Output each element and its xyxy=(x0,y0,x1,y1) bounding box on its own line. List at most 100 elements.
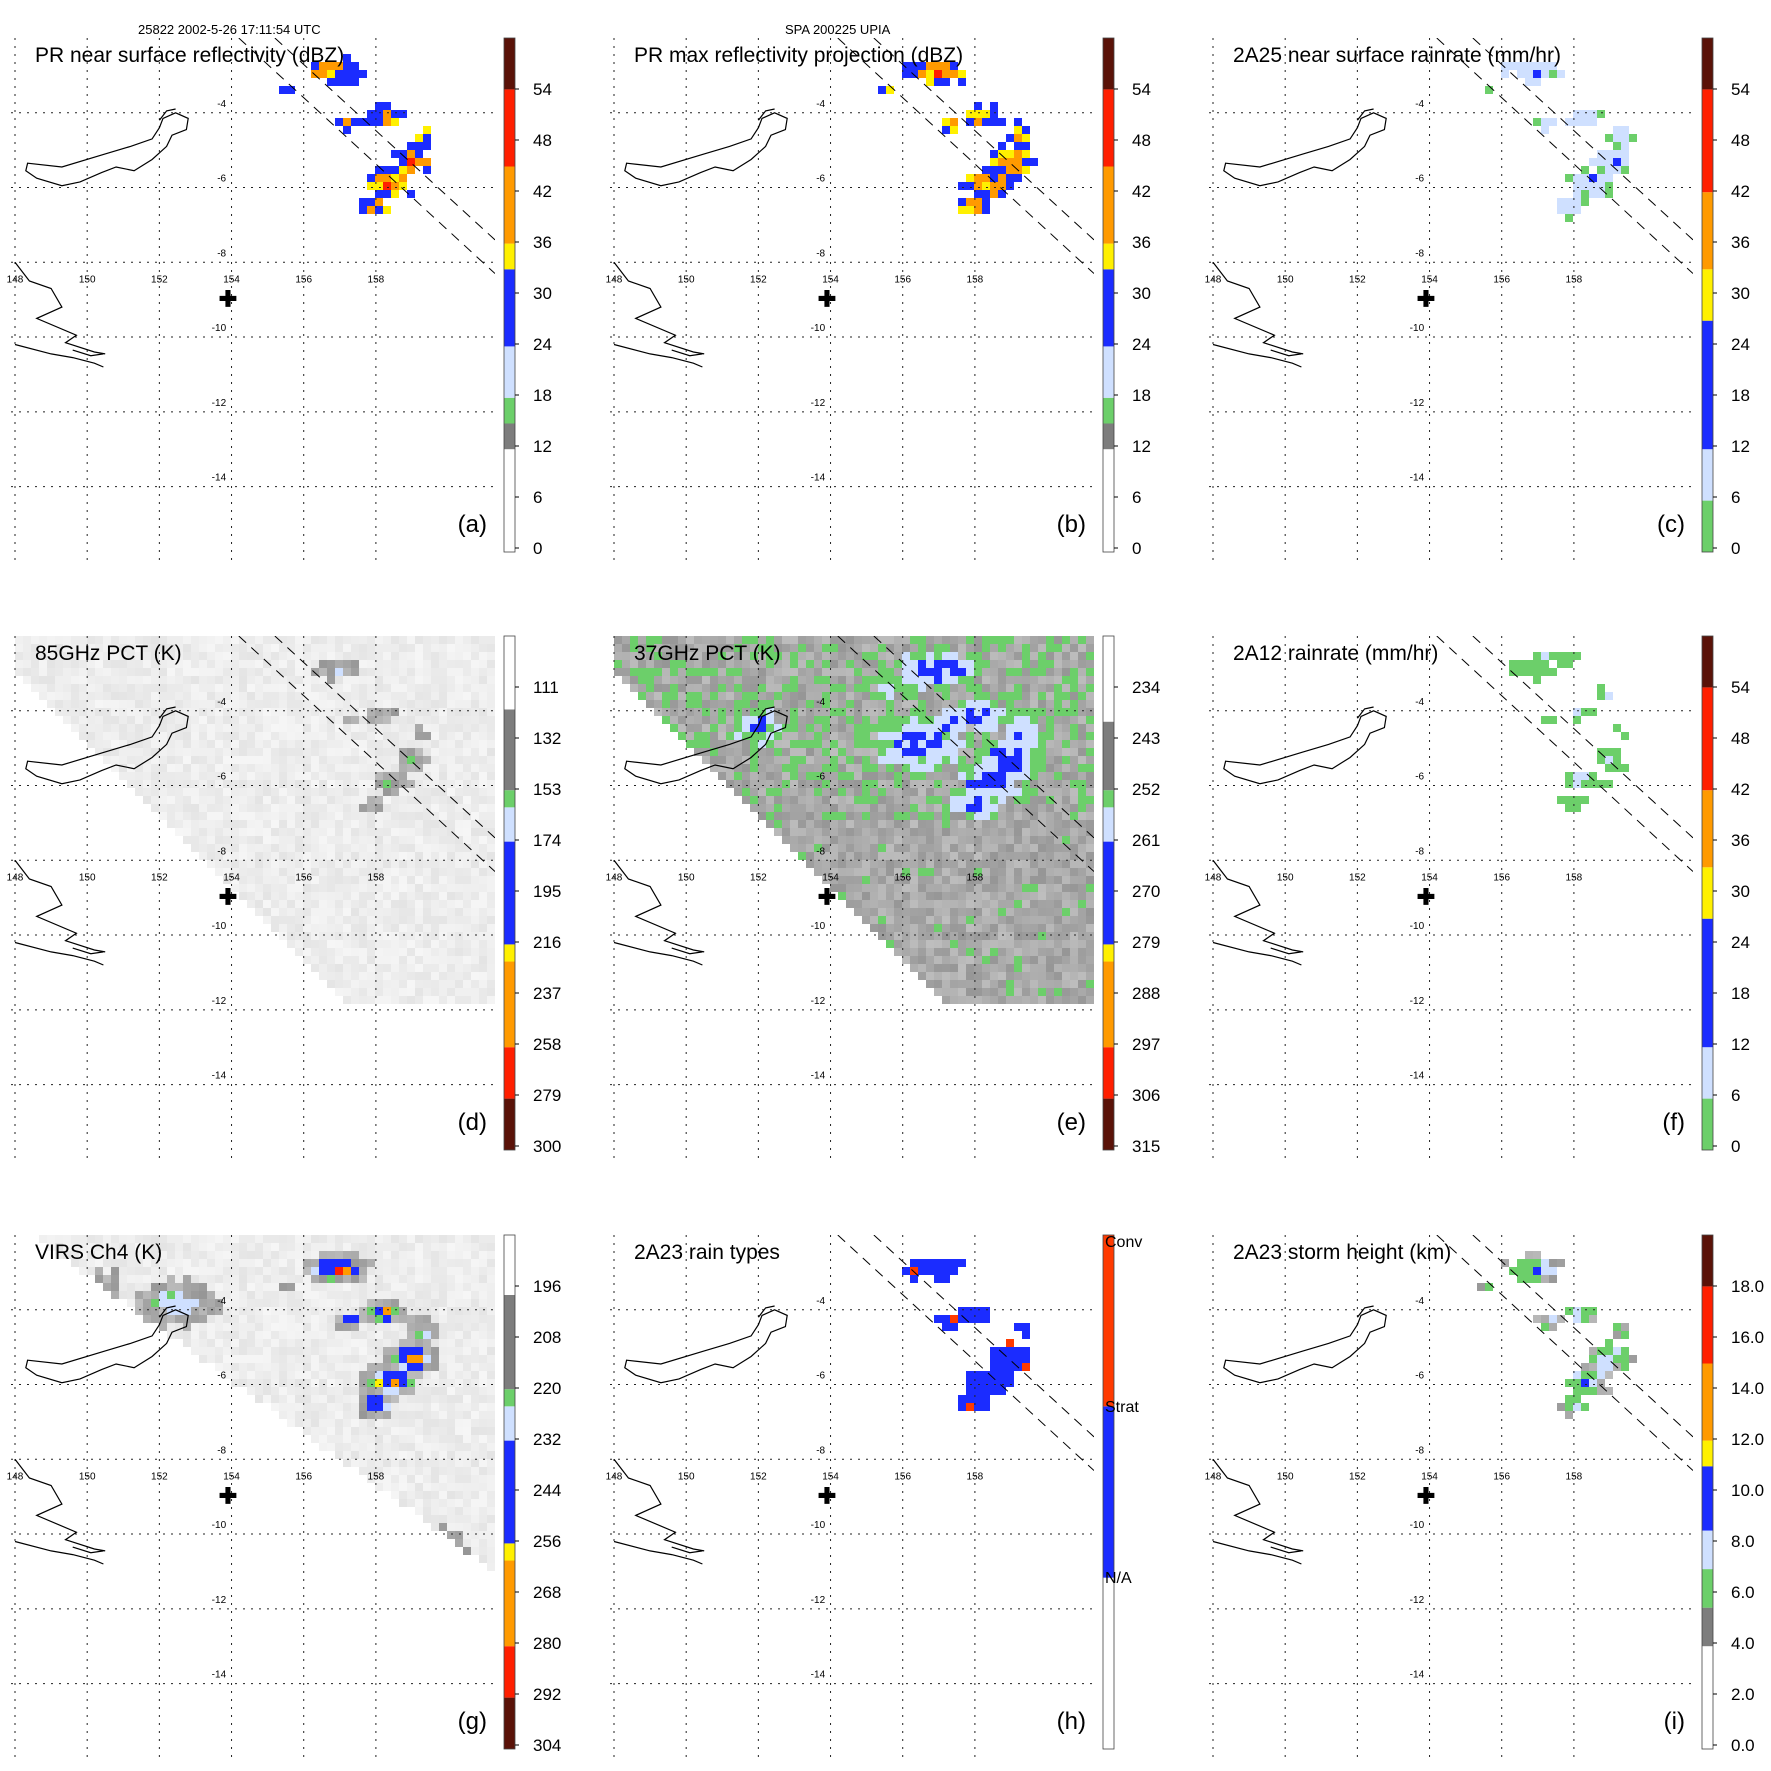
data-cell xyxy=(159,700,167,708)
colorbar-segment xyxy=(1103,166,1114,244)
data-cell xyxy=(471,1283,479,1291)
data-cell xyxy=(838,708,846,716)
lon-tick-label: 152 xyxy=(750,274,767,285)
data-cell xyxy=(1030,780,1038,788)
data-cell xyxy=(1086,644,1094,652)
data-cell xyxy=(950,692,958,700)
data-cell xyxy=(918,748,926,756)
data-cell xyxy=(814,764,822,772)
data-cell xyxy=(1070,908,1078,916)
data-cell xyxy=(383,1267,391,1275)
data-cell xyxy=(263,900,271,908)
data-cell xyxy=(135,756,143,764)
data-cell xyxy=(878,708,886,716)
data-cell xyxy=(463,844,471,852)
data-cell xyxy=(415,948,423,956)
data-cell xyxy=(942,884,950,892)
data-cell xyxy=(902,788,910,796)
data-cell xyxy=(399,1251,407,1259)
data-cell xyxy=(71,660,79,668)
data-cell xyxy=(375,996,383,1004)
data-cell xyxy=(479,1267,487,1275)
data-cell xyxy=(255,1259,263,1267)
data-cell xyxy=(990,868,998,876)
data-cell xyxy=(942,724,950,732)
data-cell xyxy=(311,772,319,780)
data-cell xyxy=(1078,940,1086,948)
data-cell xyxy=(1014,844,1022,852)
data-cell xyxy=(255,828,263,836)
data-cell xyxy=(942,860,950,868)
data-cell xyxy=(886,820,894,828)
data-cell xyxy=(287,924,295,932)
data-cell xyxy=(343,772,351,780)
data-cell xyxy=(215,1299,223,1307)
data-cell xyxy=(31,660,39,668)
lon-tick-label: 156 xyxy=(894,274,911,285)
data-cell xyxy=(343,1275,351,1283)
data-cell xyxy=(335,756,343,764)
data-cell xyxy=(1038,980,1046,988)
data-cell xyxy=(479,820,487,828)
data-cell xyxy=(247,1235,255,1243)
data-cell xyxy=(455,956,463,964)
data-cell xyxy=(303,644,311,652)
data-cell xyxy=(343,980,351,988)
data-cell xyxy=(966,932,974,940)
data-cell xyxy=(167,716,175,724)
data-cell xyxy=(471,1299,479,1307)
data-cell xyxy=(135,1251,143,1259)
data-cell xyxy=(223,844,231,852)
data-cell xyxy=(391,684,399,692)
data-cell xyxy=(463,908,471,916)
data-cell xyxy=(1589,780,1597,788)
data-cell xyxy=(1014,908,1022,916)
data-cell xyxy=(255,860,263,868)
data-cell xyxy=(822,876,830,884)
data-cell xyxy=(311,1275,319,1283)
data-cell xyxy=(423,1251,431,1259)
data-cell xyxy=(159,796,167,804)
data-cell xyxy=(295,868,303,876)
data-cell xyxy=(95,748,103,756)
data-cell xyxy=(630,636,638,644)
data-cell xyxy=(383,700,391,708)
data-cell xyxy=(1038,764,1046,772)
data-cell xyxy=(758,724,766,732)
data-cell xyxy=(1509,62,1517,70)
data-cell xyxy=(455,1267,463,1275)
data-cell xyxy=(958,860,966,868)
data-cell xyxy=(303,940,311,948)
data-cell xyxy=(1006,972,1014,980)
data-cell xyxy=(1086,940,1094,948)
data-cell xyxy=(175,1267,183,1275)
data-cell xyxy=(431,884,439,892)
data-cell xyxy=(415,836,423,844)
data-cell xyxy=(1549,70,1557,78)
data-cell xyxy=(678,660,686,668)
data-cell xyxy=(431,972,439,980)
data-cell xyxy=(423,900,431,908)
panel-c: 148 150 152 154 156 158-4-6-8-10-12-14✚2A25 n… xyxy=(1205,37,1750,560)
data-cell xyxy=(271,772,279,780)
data-cell xyxy=(862,708,870,716)
data-cell xyxy=(351,948,359,956)
data-cell xyxy=(806,660,814,668)
data-cell xyxy=(942,740,950,748)
data-cell xyxy=(846,812,854,820)
data-cell xyxy=(918,692,926,700)
data-cell xyxy=(1070,796,1078,804)
data-cell xyxy=(1533,62,1541,70)
data-cell xyxy=(39,644,47,652)
colorbar-tick-label: 18 xyxy=(533,386,552,405)
data-cell xyxy=(135,700,143,708)
coastline-path xyxy=(1270,349,1302,357)
data-cell xyxy=(343,118,351,126)
data-cell xyxy=(199,748,207,756)
data-cell xyxy=(974,804,982,812)
data-cell xyxy=(942,988,950,996)
data-cell xyxy=(678,636,686,644)
data-cell xyxy=(231,788,239,796)
data-cell xyxy=(862,788,870,796)
